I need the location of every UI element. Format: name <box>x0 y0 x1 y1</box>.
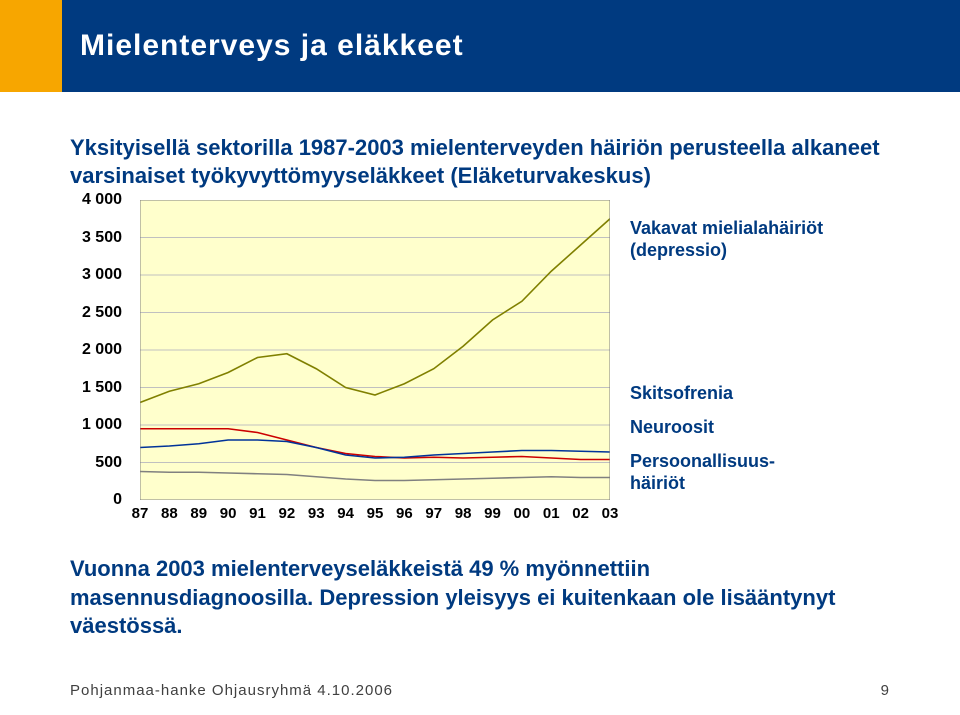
x-axis-labels: 8788899091929394959697989900010203 <box>140 505 610 529</box>
x-tick-label: 93 <box>308 505 325 522</box>
y-tick-label: 1 500 <box>82 379 122 397</box>
x-tick-label: 89 <box>190 505 207 522</box>
x-tick-label: 94 <box>337 505 354 522</box>
x-tick-label: 97 <box>425 505 442 522</box>
slide-title: Mielenterveys ja eläkkeet <box>80 29 464 63</box>
y-tick-label: 4 000 <box>82 191 122 209</box>
slide: Mielenterveys ja eläkkeet Yksityisellä s… <box>0 0 960 715</box>
legend-item: Neuroosit <box>630 417 714 439</box>
x-tick-label: 99 <box>484 505 501 522</box>
chart-legend: Vakavat mielialahäiriöt(depressio) Skitso… <box>630 200 880 500</box>
accent-bar <box>0 0 62 92</box>
x-tick-label: 87 <box>132 505 149 522</box>
x-tick-label: 98 <box>455 505 472 522</box>
x-tick-label: 00 <box>514 505 531 522</box>
x-tick-label: 90 <box>220 505 237 522</box>
y-tick-label: 500 <box>95 454 122 472</box>
footer-right: 9 <box>881 682 890 699</box>
x-tick-label: 91 <box>249 505 266 522</box>
footer-left: Pohjanmaa-hanke Ohjausryhmä 4.10.2006 <box>70 682 393 699</box>
title-bar: Mielenterveys ja eläkkeet <box>62 0 960 92</box>
x-tick-label: 92 <box>279 505 296 522</box>
y-tick-label: 3 500 <box>82 229 122 247</box>
x-tick-label: 01 <box>543 505 560 522</box>
y-tick-label: 0 <box>113 491 122 509</box>
y-axis-labels: 05001 0001 5002 0002 5003 0003 5004 000 <box>70 200 130 500</box>
y-tick-label: 2 000 <box>82 341 122 359</box>
chart: 05001 0001 5002 0002 5003 0003 5004 000 … <box>70 200 890 540</box>
footer: Pohjanmaa-hanke Ohjausryhmä 4.10.2006 9 <box>70 682 890 699</box>
y-tick-label: 3 000 <box>82 266 122 284</box>
chart-plot <box>140 200 610 500</box>
y-tick-label: 2 500 <box>82 304 122 322</box>
legend-item: Persoonallisuus-häiriöt <box>630 451 775 494</box>
x-tick-label: 95 <box>367 505 384 522</box>
x-tick-label: 88 <box>161 505 178 522</box>
y-tick-label: 1 000 <box>82 416 122 434</box>
body-text: Vuonna 2003 mielenterveyseläkkeistä 49 %… <box>70 555 890 641</box>
x-tick-label: 03 <box>602 505 619 522</box>
legend-item: Vakavat mielialahäiriöt(depressio) <box>630 218 823 261</box>
x-tick-label: 96 <box>396 505 413 522</box>
x-tick-label: 02 <box>572 505 589 522</box>
subtitle: Yksityisellä sektorilla 1987-2003 mielen… <box>70 134 890 189</box>
legend-item: Skitsofrenia <box>630 383 733 405</box>
